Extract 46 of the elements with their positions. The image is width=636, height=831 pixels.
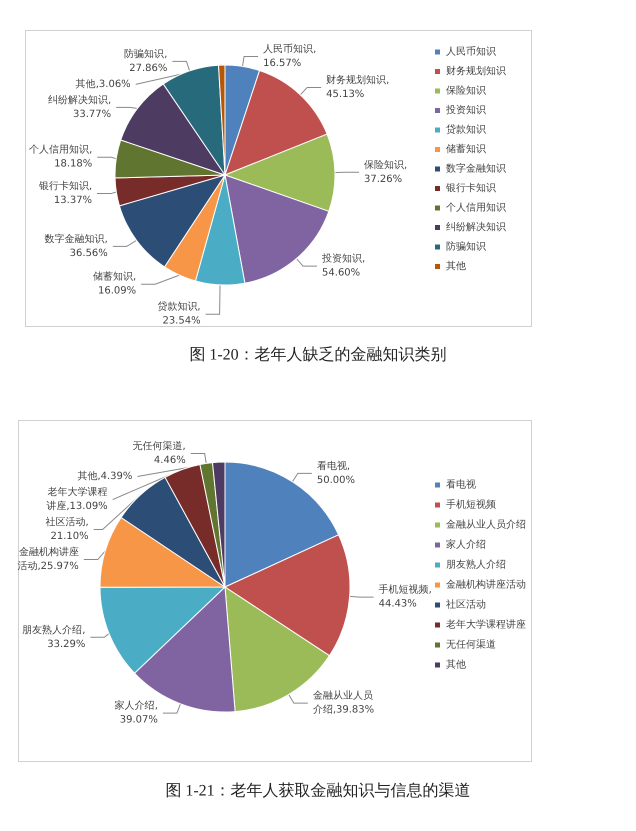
data-label: 手机短视频,44.43%	[378, 584, 432, 610]
legend-label: 储蓄知识	[446, 143, 486, 155]
data-label: 保险知识,37.26%	[364, 158, 408, 185]
legend-label: 其他	[446, 260, 466, 272]
text: 图 1-20：老年人缺乏的金融知识类别	[189, 346, 447, 364]
legend-label: 投资知识	[445, 104, 486, 116]
data-label: 人民币知识,16.57%	[263, 43, 316, 70]
legend-label: 保险知识	[446, 84, 486, 96]
data-label: 无任何渠道,4.46%	[132, 440, 186, 466]
legend-label: 人民币知识	[446, 46, 496, 58]
data-label: 数字金融知识,36.56%	[44, 232, 108, 259]
legend-label: 社区活动	[446, 598, 486, 610]
data-label: 贷款知识,23.54%	[157, 300, 201, 327]
data-label: 财务规划知识,45.13%	[326, 74, 390, 100]
legend-label: 防骗知识	[446, 240, 486, 252]
legend-label: 家人介绍	[446, 538, 486, 550]
data-label: 朋友熟人介绍,33.29%	[22, 624, 86, 650]
data-label: 纠纷解决知识,33.77%	[48, 94, 112, 120]
data-label: 社区活动,21.10%	[45, 516, 89, 542]
legend-label: 银行卡知识	[445, 182, 496, 194]
legend-label: 老年大学课程讲座	[446, 618, 526, 630]
data-label: 其他,3.06%	[76, 78, 131, 90]
legend-label: 看电视	[446, 478, 476, 490]
data-label: 银行卡知识,13.37%	[38, 180, 92, 206]
data-label: 金融机构讲座活动,25.97%	[17, 546, 79, 572]
legend-label: 其他	[446, 658, 466, 670]
data-label: 家人介绍,39.07%	[114, 700, 158, 726]
legend-label: 纠纷解决知识	[446, 221, 506, 233]
data-label: 其他,4.39%	[77, 470, 132, 482]
data-label: 储蓄知识,16.09%	[92, 270, 136, 297]
legend-label: 财务规划知识	[446, 65, 506, 77]
legend-label: 手机短视频	[446, 498, 496, 510]
data-label: 看电视,50.00%	[316, 460, 355, 486]
data-label: 金融从业人员介绍,39.83%	[312, 690, 374, 716]
legend-label: 金融从业人员介绍	[446, 518, 526, 530]
text: 图 1-21：老年人获取金融知识与信息的渠道	[165, 782, 471, 800]
legend-label: 金融机构讲座活动	[446, 578, 526, 590]
legend-label: 朋友熟人介绍	[446, 558, 506, 570]
legend-label: 贷款知识	[446, 124, 486, 136]
data-label: 防骗知识,27.86%	[124, 48, 168, 74]
legend-label: 数字金融知识	[446, 162, 506, 174]
legend-label: 个人信用知识	[446, 202, 506, 214]
legend-label: 无任何渠道	[446, 638, 496, 650]
data-label: 投资知识,54.60%	[321, 252, 366, 279]
data-label: 个人信用知识,18.18%	[29, 144, 92, 170]
data-label: 老年大学课程讲座,13.09%	[46, 486, 108, 512]
